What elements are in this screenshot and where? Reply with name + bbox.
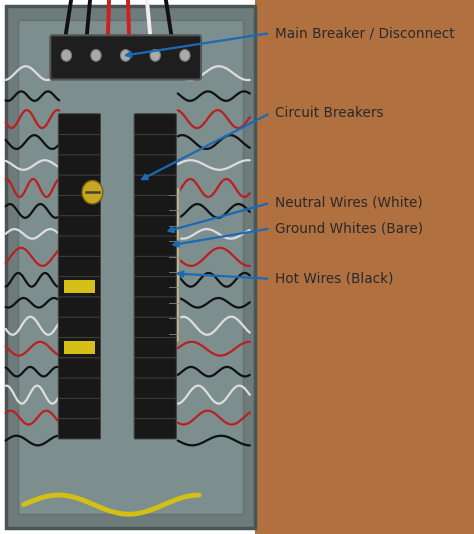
FancyBboxPatch shape <box>134 134 176 155</box>
FancyBboxPatch shape <box>134 154 176 175</box>
FancyBboxPatch shape <box>134 418 176 439</box>
Bar <box>64 341 95 354</box>
FancyBboxPatch shape <box>134 114 176 135</box>
FancyBboxPatch shape <box>134 357 176 378</box>
FancyBboxPatch shape <box>134 276 176 297</box>
FancyBboxPatch shape <box>58 418 100 439</box>
FancyBboxPatch shape <box>134 398 176 419</box>
FancyBboxPatch shape <box>134 256 176 277</box>
Circle shape <box>120 50 131 61</box>
FancyBboxPatch shape <box>134 235 176 256</box>
Bar <box>18 20 243 514</box>
FancyBboxPatch shape <box>134 317 176 337</box>
FancyBboxPatch shape <box>134 175 176 195</box>
Circle shape <box>150 50 160 61</box>
Text: Main Breaker / Disconnect: Main Breaker / Disconnect <box>275 26 455 40</box>
Text: Ground Whites (Bare): Ground Whites (Bare) <box>275 222 423 235</box>
FancyBboxPatch shape <box>58 357 100 378</box>
Bar <box>168 187 179 342</box>
FancyBboxPatch shape <box>58 398 100 419</box>
FancyBboxPatch shape <box>58 175 100 195</box>
Bar <box>255 0 474 534</box>
Circle shape <box>91 50 101 61</box>
FancyBboxPatch shape <box>134 195 176 216</box>
FancyBboxPatch shape <box>6 6 255 528</box>
Text: Neutral Wires (White): Neutral Wires (White) <box>275 196 423 210</box>
FancyBboxPatch shape <box>58 276 100 297</box>
FancyBboxPatch shape <box>134 296 176 317</box>
Text: Hot Wires (Black): Hot Wires (Black) <box>275 272 393 286</box>
Circle shape <box>180 50 190 61</box>
FancyBboxPatch shape <box>58 317 100 337</box>
FancyBboxPatch shape <box>58 256 100 277</box>
FancyBboxPatch shape <box>50 35 201 80</box>
FancyBboxPatch shape <box>58 378 100 398</box>
FancyBboxPatch shape <box>58 195 100 216</box>
Circle shape <box>61 50 72 61</box>
FancyBboxPatch shape <box>58 337 100 358</box>
Text: Circuit Breakers: Circuit Breakers <box>275 106 383 120</box>
FancyBboxPatch shape <box>58 235 100 256</box>
Circle shape <box>82 180 103 204</box>
FancyBboxPatch shape <box>134 215 176 236</box>
FancyBboxPatch shape <box>58 154 100 175</box>
Bar <box>64 280 95 293</box>
FancyBboxPatch shape <box>134 337 176 358</box>
FancyBboxPatch shape <box>58 114 100 135</box>
FancyBboxPatch shape <box>58 296 100 317</box>
FancyBboxPatch shape <box>58 215 100 236</box>
FancyBboxPatch shape <box>134 378 176 398</box>
FancyBboxPatch shape <box>58 134 100 155</box>
